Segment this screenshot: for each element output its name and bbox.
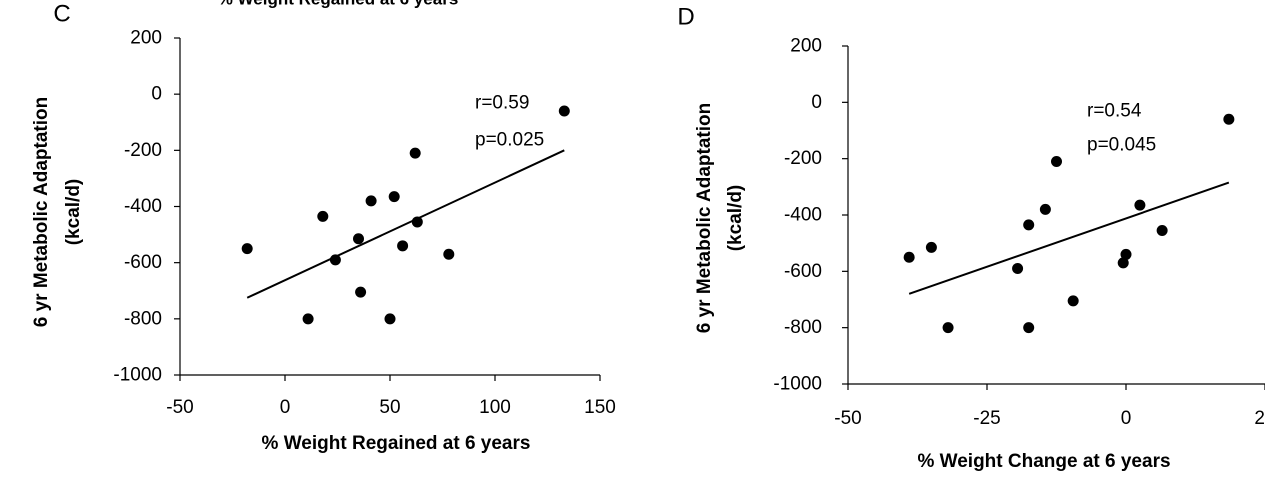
chart-panel-d: D 6 yr Metabolic Adaptation (kcal/d) % W… [677,4,1265,472]
panel-d-data-point [1120,248,1132,260]
panel-c-trendline [246,149,565,299]
panel-c-data-point [317,210,329,222]
panel-d-stat-annotation: r=0.54 [1087,101,1142,122]
panel-c-y-tick-label: -800 [124,308,162,329]
panel-c-data-point [355,286,367,298]
panel-c-label: C [53,1,70,28]
panel-d-data-point [1051,155,1062,167]
panel-c-data-point [443,248,455,260]
panel-d-data-point [1067,295,1079,307]
panel-d-ticks: 200 0 -200 -400 -600 -800 -1000 -50 -25 0 25 [773,36,1265,429]
panel-c-x-tick-label: -50 [166,397,193,418]
panel-d-x-axis-label: % Weight Change at 6 years [917,451,1170,472]
panel-d-data-point [1039,203,1051,215]
panel-d-data-point [925,241,937,253]
panel-d-data-point [903,251,915,263]
panel-c-ticks: 200 0 -200 -400 -600 -800 -1000-50 0 50 100 150 [113,28,615,419]
panel-c-x-tick-label: 150 [584,397,616,418]
panel-c-data-point [353,233,364,245]
panel-d-y-tick-label: -600 [784,261,822,282]
panel-c-data-point [241,243,253,255]
panel-c-y-axis-label-line1: 6 yr Metabolic Adaptation [31,97,52,328]
panel-c-stats: r=0.59 p=0.025 [475,93,544,151]
panel-d-data-point [1023,322,1035,334]
panel-c-data-point [397,240,409,252]
panel-c-data-point [384,313,396,325]
panel-d-y-tick-label: -400 [784,205,822,226]
panel-d-data-point [1012,263,1024,275]
panel-c-x-tick-label: 0 [280,397,291,418]
panel-d-data-point [1223,113,1235,125]
panel-d-y-tick-label: 200 [790,36,822,57]
panel-d-label: D [677,4,694,31]
panel-c-stat-annotation: r=0.59 [475,93,529,114]
panel-c-x-tick-label: 100 [479,397,511,418]
panel-c-y-tick-label: -600 [124,252,162,273]
panel-d-data-point [1023,219,1035,231]
panel-d-stat-annotation: p=0.045 [1087,135,1156,156]
panel-c-y-tick-label: 0 [151,84,162,105]
panel-d-data-point [942,322,954,334]
panel-d-stats: r=0.54 p=0.045 [1087,101,1156,156]
panel-d-x-tick-label: -25 [973,408,1000,429]
panel-d-trendline [908,181,1230,295]
panel-d-data-point [1117,257,1129,269]
panel-c-title: % Weight Regained at 6 years [218,0,459,9]
panel-c-data-points [241,105,570,325]
panel-c-y-tick-label: -1000 [113,365,162,386]
panel-c-data-point [411,216,423,228]
panel-c-data-point [365,195,377,207]
panel-d-data-points [903,113,1235,334]
panel-d-data-point [1156,224,1168,236]
chart-panel-c: % Weight Regained at 6 years C 6 yr Meta… [31,0,616,454]
panel-c-data-point [409,147,421,159]
panel-c-y-tick-label: -400 [124,196,162,217]
panel-d-y-tick-label: 0 [811,92,822,113]
panel-d-y-tick-label: -200 [784,148,822,169]
panel-d-y-axis-label-line2: (kcal/d) [725,185,746,252]
panel-d-x-tick-label: 0 [1121,408,1132,429]
panel-c-axes [179,38,600,376]
panel-c-data-point [329,254,341,266]
panel-c-x-axis-label: % Weight Regained at 6 years [262,433,531,454]
panel-c-data-point [302,313,314,325]
panel-c-stat-annotation: p=0.025 [475,130,544,151]
panel-d-y-tick-label: -800 [784,317,822,338]
panel-d-x-tick-label: 25 [1254,408,1265,429]
panel-c-data-point [388,191,400,203]
panel-c-y-tick-label: -200 [124,140,162,161]
panel-d-data-point [1134,199,1146,211]
panel-d-y-axis-label-line1: 6 yr Metabolic Adaptation [694,103,715,334]
panel-c-y-axis-label-line2: (kcal/d) [63,179,84,246]
panel-c-x-tick-label: 50 [379,397,400,418]
panel-d-axes [847,46,1265,385]
panel-d-y-tick-label: -1000 [773,374,822,395]
panel-d-x-tick-label: -50 [834,408,861,429]
panel-c-data-point [558,105,570,117]
panel-c-y-tick-label: 200 [130,28,162,49]
